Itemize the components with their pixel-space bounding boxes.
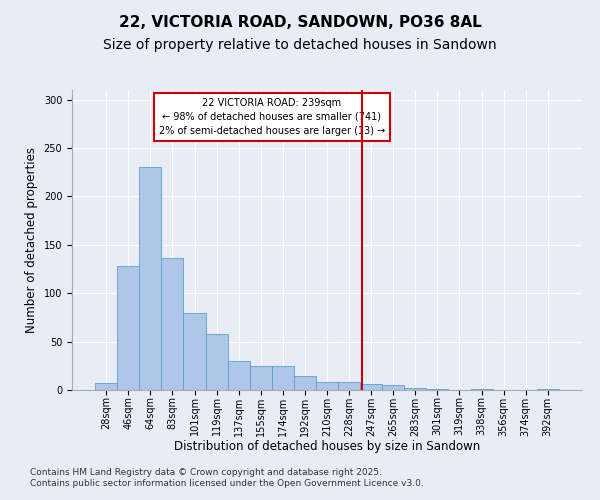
- Bar: [404, 388, 427, 390]
- Text: 22, VICTORIA ROAD, SANDOWN, PO36 8AL: 22, VICTORIA ROAD, SANDOWN, PO36 8AL: [119, 15, 481, 30]
- Bar: [227, 361, 250, 390]
- Bar: [206, 334, 227, 390]
- Bar: [95, 383, 117, 390]
- Bar: [537, 389, 559, 390]
- Bar: [316, 382, 338, 390]
- Text: 22 VICTORIA ROAD: 239sqm
← 98% of detached houses are smaller (741)
2% of semi-d: 22 VICTORIA ROAD: 239sqm ← 98% of detach…: [158, 98, 385, 136]
- Bar: [184, 312, 206, 390]
- Bar: [294, 376, 316, 390]
- X-axis label: Distribution of detached houses by size in Sandown: Distribution of detached houses by size …: [174, 440, 480, 453]
- Bar: [272, 366, 294, 390]
- Y-axis label: Number of detached properties: Number of detached properties: [25, 147, 38, 333]
- Bar: [139, 168, 161, 390]
- Bar: [250, 366, 272, 390]
- Bar: [117, 266, 139, 390]
- Text: Size of property relative to detached houses in Sandown: Size of property relative to detached ho…: [103, 38, 497, 52]
- Bar: [470, 389, 493, 390]
- Bar: [360, 384, 382, 390]
- Text: Contains HM Land Registry data © Crown copyright and database right 2025.
Contai: Contains HM Land Registry data © Crown c…: [30, 468, 424, 487]
- Bar: [161, 258, 184, 390]
- Bar: [382, 385, 404, 390]
- Bar: [427, 389, 448, 390]
- Bar: [338, 382, 360, 390]
